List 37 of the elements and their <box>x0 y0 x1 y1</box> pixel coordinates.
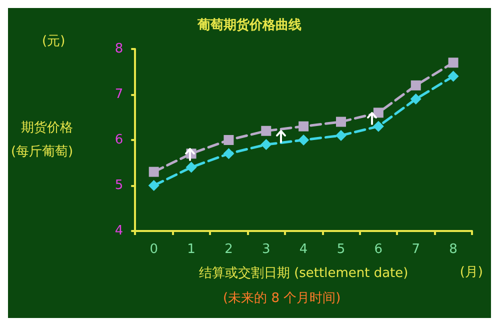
y-axis-title: 期货价格 (每斤葡萄) <box>10 120 74 160</box>
point <box>186 162 197 173</box>
point <box>298 121 309 132</box>
x-tick-label: 1 <box>187 242 196 257</box>
point <box>260 139 272 150</box>
x-tick-label: 3 <box>262 242 270 257</box>
y-tick-label: 5 <box>114 178 124 193</box>
point <box>336 116 346 127</box>
point <box>410 94 422 105</box>
text: (月) <box>460 265 484 280</box>
y-tick-label: 8 <box>114 42 124 56</box>
x-tick-label: 2 <box>224 242 233 257</box>
chart-title: 葡萄期货价格曲线 <box>196 17 302 33</box>
y-tick-label: 4 <box>114 224 124 238</box>
point <box>223 148 234 160</box>
point <box>448 70 459 82</box>
point <box>261 126 272 136</box>
x-tick-label: 5 <box>336 242 346 257</box>
point <box>373 108 384 118</box>
point <box>336 130 346 141</box>
point <box>410 80 421 90</box>
text: (元) <box>42 34 66 49</box>
x-axis-title: 结算或交割日期 (settlement date) <box>198 265 408 281</box>
x-tick-label: 0 <box>150 242 158 257</box>
text: (未来的 8 个月时间) <box>223 291 341 306</box>
y-tick-label: 6 <box>114 132 124 148</box>
point <box>148 180 160 191</box>
point <box>448 58 458 68</box>
y-tick-label: 7 <box>114 87 124 102</box>
x-tick-label: 6 <box>374 242 383 257</box>
point <box>224 135 234 145</box>
x-tick-label: 4 <box>299 242 308 257</box>
point <box>372 120 384 132</box>
point <box>298 134 310 146</box>
x-tick-label: 8 <box>449 242 458 257</box>
x-tick-label: 7 <box>412 242 420 257</box>
point <box>148 166 159 177</box>
